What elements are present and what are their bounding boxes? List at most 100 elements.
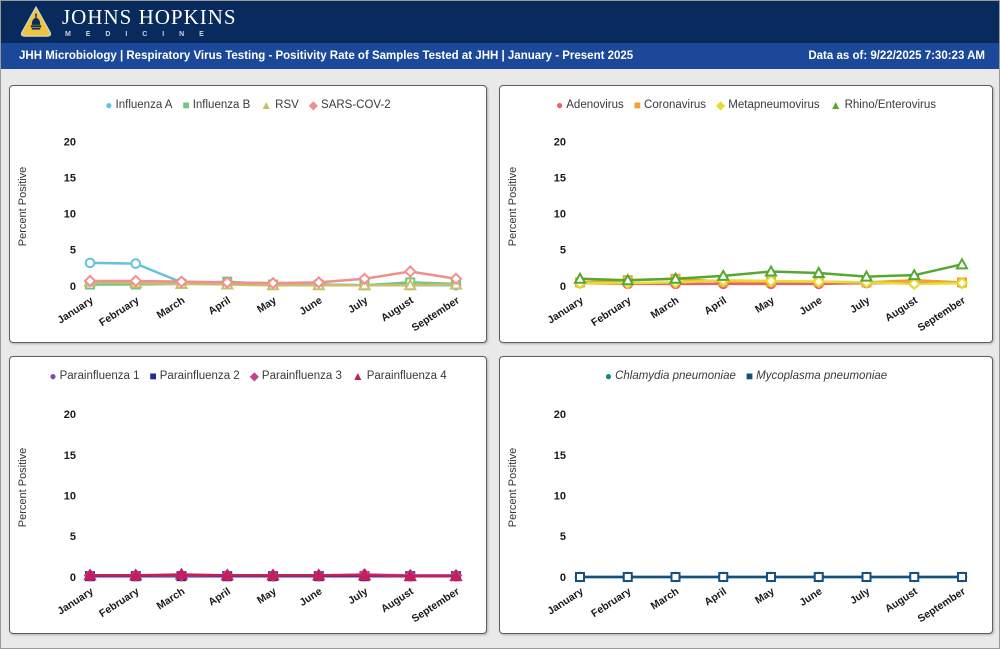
circle-marker-icon: ● bbox=[49, 369, 57, 383]
legend-label: Adenovirus bbox=[566, 99, 624, 111]
svg-text:5: 5 bbox=[70, 531, 76, 543]
legend-label: Rhino/Enterovirus bbox=[844, 99, 936, 111]
square-data-point bbox=[813, 572, 824, 582]
svg-text:September: September bbox=[916, 585, 968, 625]
legend-item: ▲ Parainfluenza 4 bbox=[352, 370, 447, 382]
chart-plot-area: 0 5 10 15 20 Percent Positive January February M… bbox=[10, 386, 486, 633]
svg-text:Percent Positive: Percent Positive bbox=[17, 167, 29, 246]
diamond-data-point bbox=[449, 272, 463, 286]
legend-item: ● Parainfluenza 1 bbox=[49, 370, 139, 382]
square-marker-icon: ■ bbox=[745, 369, 754, 383]
triangle-data-point bbox=[668, 271, 683, 284]
svg-text:May: May bbox=[753, 585, 777, 606]
square-data-point bbox=[670, 572, 681, 582]
circle-data-point bbox=[130, 258, 142, 269]
chart-plot-area: 0 5 10 15 20 Percent Positive January February M… bbox=[500, 386, 992, 633]
diamond-data-point bbox=[175, 275, 188, 289]
svg-text:January: January bbox=[545, 294, 585, 326]
square-data-point bbox=[957, 572, 967, 582]
diamond-data-point bbox=[764, 274, 778, 288]
johns-hopkins-shield-icon bbox=[20, 6, 52, 37]
brand-subtitle: M E D I C I N E bbox=[65, 30, 211, 38]
svg-text:10: 10 bbox=[64, 490, 76, 502]
svg-text:January: January bbox=[55, 294, 95, 326]
legend-label: SARS-COV-2 bbox=[321, 99, 391, 111]
chart-panel-influenza-rsv-sarscov2: ● Influenza A ■ Influenza B ▲ RSV ◆ SARS-COV-2 … bbox=[9, 85, 487, 343]
svg-text:February: February bbox=[589, 294, 633, 329]
svg-text:May: May bbox=[255, 585, 279, 606]
triangle-data-point bbox=[174, 567, 189, 580]
legend-item: ● Adenovirus bbox=[556, 99, 624, 111]
legend-item: ● Influenza A bbox=[105, 99, 172, 111]
legend-item: ◆ Metapneumovirus bbox=[716, 99, 820, 111]
svg-text:5: 5 bbox=[560, 245, 566, 257]
svg-text:5: 5 bbox=[560, 531, 566, 543]
diamond-data-point bbox=[129, 274, 143, 288]
legend-label: Influenza A bbox=[115, 99, 173, 111]
svg-text:20: 20 bbox=[64, 409, 76, 421]
svg-text:June: June bbox=[797, 294, 824, 317]
svg-text:June: June bbox=[297, 585, 324, 608]
chart-panel-adeno-corona-metapneumo-rhino: ● Adenovirus ■ Coronavirus ◆ Metapneumovirus ▲… bbox=[499, 85, 993, 343]
svg-text:Percent Positive: Percent Positive bbox=[507, 167, 519, 246]
svg-text:September: September bbox=[410, 585, 462, 625]
diamond-data-point bbox=[403, 265, 417, 278]
svg-text:10: 10 bbox=[554, 490, 566, 502]
svg-text:15: 15 bbox=[64, 450, 76, 462]
triangle-data-point bbox=[621, 273, 635, 286]
circle-marker-icon: ● bbox=[604, 369, 613, 383]
svg-text:July: July bbox=[848, 294, 872, 316]
svg-text:February: February bbox=[589, 585, 633, 620]
triangle-data-point bbox=[83, 568, 97, 581]
svg-text:April: April bbox=[702, 294, 729, 317]
triangle-data-point bbox=[764, 264, 778, 277]
square-data-point bbox=[909, 572, 920, 582]
legend-item: ■ Coronavirus bbox=[634, 99, 706, 111]
triangle-data-point bbox=[403, 569, 417, 582]
svg-text:5: 5 bbox=[70, 245, 76, 257]
chart-grid: ● Influenza A ■ Influenza B ▲ RSV ◆ SARS-COV-2 … bbox=[1, 69, 999, 634]
diamond-data-point bbox=[266, 276, 280, 290]
legend-label: Parainfluenza 1 bbox=[59, 370, 140, 382]
svg-text:August: August bbox=[379, 294, 416, 324]
legend-label: Metapneumovirus bbox=[728, 99, 820, 111]
svg-text:Percent Positive: Percent Positive bbox=[507, 448, 519, 527]
svg-text:March: March bbox=[649, 585, 681, 612]
square-marker-icon: ■ bbox=[149, 369, 157, 383]
brand-name: JOHNS HOPKINS bbox=[62, 4, 237, 29]
circle-marker-icon: ● bbox=[105, 98, 113, 112]
triangle-data-point bbox=[812, 265, 826, 278]
diamond-data-point bbox=[907, 277, 921, 291]
chart-plot-area: 0 5 10 15 20 Percent Positive January February M… bbox=[500, 115, 992, 342]
square-marker-icon: ■ bbox=[633, 98, 642, 112]
square-data-point bbox=[766, 572, 776, 582]
svg-text:15: 15 bbox=[554, 450, 566, 462]
square-marker-icon: ■ bbox=[182, 98, 190, 112]
svg-text:January: January bbox=[545, 585, 585, 617]
legend-label: Mycoplasma pneumoniae bbox=[756, 370, 888, 382]
legend-item: ▲ RSV bbox=[260, 99, 299, 111]
svg-text:January: January bbox=[55, 585, 95, 617]
svg-text:April: April bbox=[702, 585, 729, 608]
triangle-data-point bbox=[859, 269, 874, 282]
chart-legend: ● Chlamydia pneumoniae ■ Mycoplasma pneumon… bbox=[500, 357, 992, 386]
app-header: JOHNS HOPKINS M E D I C I N E bbox=[1, 1, 999, 43]
svg-text:March: March bbox=[649, 294, 681, 321]
svg-text:March: March bbox=[155, 585, 187, 612]
svg-text:September: September bbox=[916, 294, 968, 334]
svg-text:0: 0 bbox=[70, 281, 76, 293]
svg-text:0: 0 bbox=[70, 572, 76, 584]
triangle-data-point bbox=[357, 568, 372, 581]
triangle-data-point bbox=[573, 271, 587, 284]
circle-marker-icon: ● bbox=[556, 98, 564, 112]
svg-text:August: August bbox=[883, 294, 920, 324]
svg-text:July: July bbox=[848, 585, 872, 607]
legend-label: Coronavirus bbox=[644, 99, 707, 111]
triangle-data-point bbox=[220, 568, 234, 581]
square-data-point bbox=[622, 572, 633, 582]
svg-text:July: July bbox=[346, 294, 370, 316]
svg-text:0: 0 bbox=[560, 572, 566, 584]
triangle-data-point bbox=[312, 568, 326, 581]
svg-text:Percent Positive: Percent Positive bbox=[17, 448, 29, 527]
